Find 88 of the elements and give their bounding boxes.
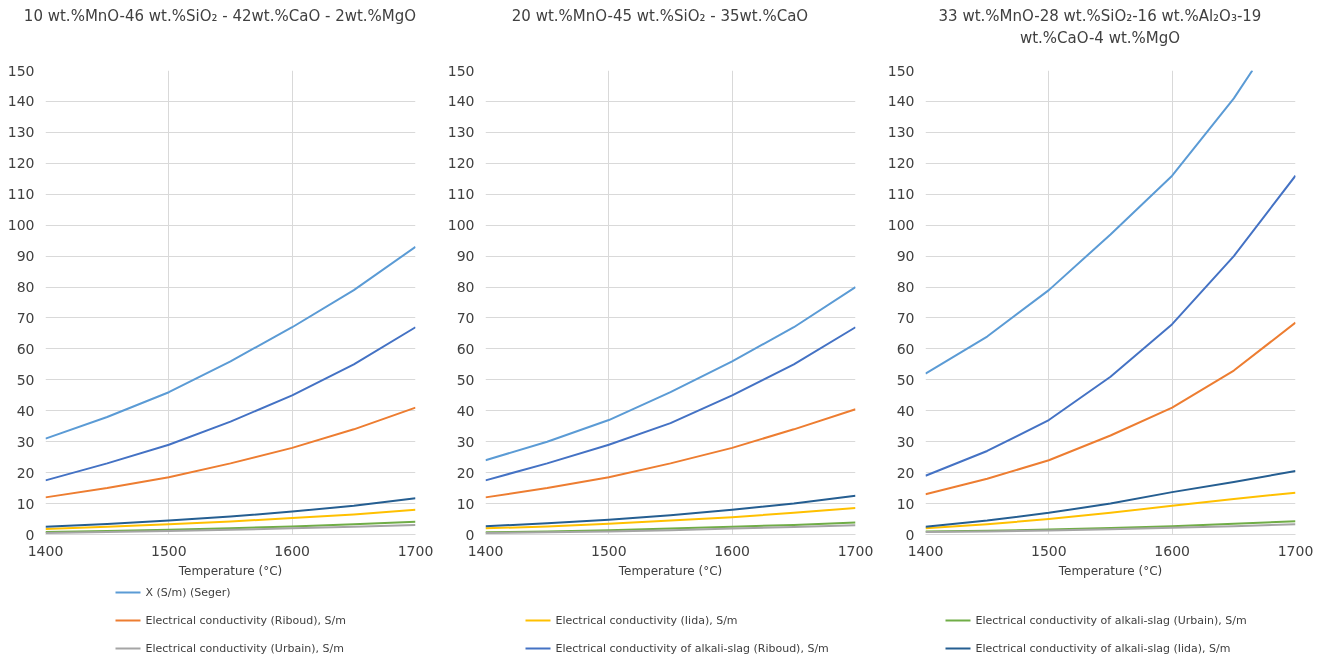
y-tick-label: 0 <box>465 526 475 543</box>
legend-label: X (S/m) (Seger) <box>145 586 231 599</box>
y-tick-label: 100 <box>887 217 915 234</box>
y-tick-label: 20 <box>456 464 475 481</box>
y-tick-label: 60 <box>16 340 35 357</box>
line-series <box>45 508 416 530</box>
y-tick-label: 130 <box>887 124 915 141</box>
y-tick-label: 10 <box>456 495 475 512</box>
x-tick-label: 1700 <box>837 542 874 559</box>
x-tick-label: 1700 <box>1277 542 1314 559</box>
y-tick-label: 140 <box>887 93 915 110</box>
line-series <box>45 326 416 482</box>
x-tick-label: 1400 <box>907 542 944 559</box>
line-series <box>45 497 416 528</box>
y-tick-label: 70 <box>896 309 915 326</box>
y-tick-label: 150 <box>887 62 915 79</box>
y-tick-label: 120 <box>887 155 915 172</box>
legend-label: Electrical conductivity (Iida), S/m <box>555 614 738 627</box>
y-tick-label: 50 <box>896 371 915 388</box>
y-tick-label: 70 <box>16 309 35 326</box>
y-tick-label: 130 <box>7 124 35 141</box>
x-tick-label: 1700 <box>397 542 434 559</box>
y-tick-label: 40 <box>896 402 915 419</box>
y-tick-label: 110 <box>447 186 475 203</box>
y-tick-label: 80 <box>16 279 35 296</box>
line-series <box>925 70 1254 375</box>
y-tick-label: 40 <box>16 402 35 419</box>
line-series <box>485 494 856 528</box>
x-tick-label: 1500 <box>151 542 187 559</box>
line-series <box>45 245 416 440</box>
line-series <box>925 491 1296 530</box>
y-tick-label: 30 <box>456 433 475 450</box>
chart-title: 10 wt.%MnO-46 wt.%SiO₂ - 42wt.%CaO - 2wt.%MgO <box>23 6 417 27</box>
y-tick-label: 10 <box>16 495 35 512</box>
line-series <box>925 174 1296 477</box>
line-series <box>45 406 416 499</box>
y-tick-label: 120 <box>7 155 35 172</box>
y-tick-label: 50 <box>16 371 35 388</box>
x-tick-label: 1600 <box>274 542 310 559</box>
y-tick-label: 0 <box>25 526 35 543</box>
y-tick-label: 140 <box>447 93 475 110</box>
y-tick-label: 10 <box>896 495 915 512</box>
y-tick-label: 30 <box>896 433 915 450</box>
x-axis-title: Temperature (°C) <box>1057 563 1163 578</box>
y-tick-label: 150 <box>447 62 475 79</box>
line-series <box>485 506 856 530</box>
line-series <box>925 321 1296 496</box>
x-axis-title: Temperature (°C) <box>177 563 283 578</box>
legend-label: Electrical conductivity of alkali-slag (Iida), S/m <box>975 642 1231 655</box>
y-tick-label: 110 <box>7 186 35 203</box>
line-series <box>485 286 856 462</box>
y-tick-label: 70 <box>456 309 475 326</box>
x-tick-label: 1400 <box>27 542 64 559</box>
x-tick-label: 1600 <box>1154 542 1190 559</box>
x-tick-label: 1400 <box>467 542 504 559</box>
y-tick-label: 110 <box>887 186 915 203</box>
y-tick-label: 80 <box>896 279 915 296</box>
y-tick-label: 50 <box>456 371 475 388</box>
y-tick-label: 90 <box>16 248 35 265</box>
legend-label: Electrical conductivity of alkali-slag (Urbain), S/m <box>975 614 1247 627</box>
legend-label: Electrical conductivity of alkali-slag (Riboud), S/m <box>555 642 829 655</box>
line-series <box>485 326 856 482</box>
legend-label: Electrical conductivity (Urbain), S/m <box>145 642 344 655</box>
y-tick-label: 30 <box>16 433 35 450</box>
x-tick-label: 1500 <box>1031 542 1067 559</box>
y-tick-label: 100 <box>447 217 475 234</box>
y-tick-label: 90 <box>896 248 915 265</box>
y-tick-label: 80 <box>456 279 475 296</box>
y-tick-label: 60 <box>896 340 915 357</box>
y-tick-label: 90 <box>456 248 475 265</box>
legend-label: Electrical conductivity (Riboud), S/m <box>145 614 346 627</box>
line-series <box>925 470 1296 528</box>
y-tick-label: 60 <box>456 340 475 357</box>
x-tick-label: 1500 <box>591 542 627 559</box>
y-tick-label: 20 <box>16 464 35 481</box>
x-axis-title: Temperature (°C) <box>617 563 723 578</box>
x-tick-label: 1600 <box>714 542 750 559</box>
line-series <box>485 408 856 499</box>
y-tick-label: 100 <box>7 217 35 234</box>
chart-title: 33 wt.%MnO-28 wt.%SiO₂-16 wt.%Al₂O₃-19 wt.%CaO-4 wt.%MgO <box>937 6 1263 49</box>
y-tick-label: 120 <box>447 155 475 172</box>
y-tick-label: 0 <box>905 526 915 543</box>
chart-title: 20 wt.%MnO-45 wt.%SiO₂ - 35wt.%CaO <box>511 6 809 27</box>
y-tick-label: 150 <box>7 62 35 79</box>
y-tick-label: 20 <box>896 464 915 481</box>
y-tick-label: 140 <box>7 93 35 110</box>
y-tick-label: 130 <box>447 124 475 141</box>
y-tick-label: 40 <box>456 402 475 419</box>
